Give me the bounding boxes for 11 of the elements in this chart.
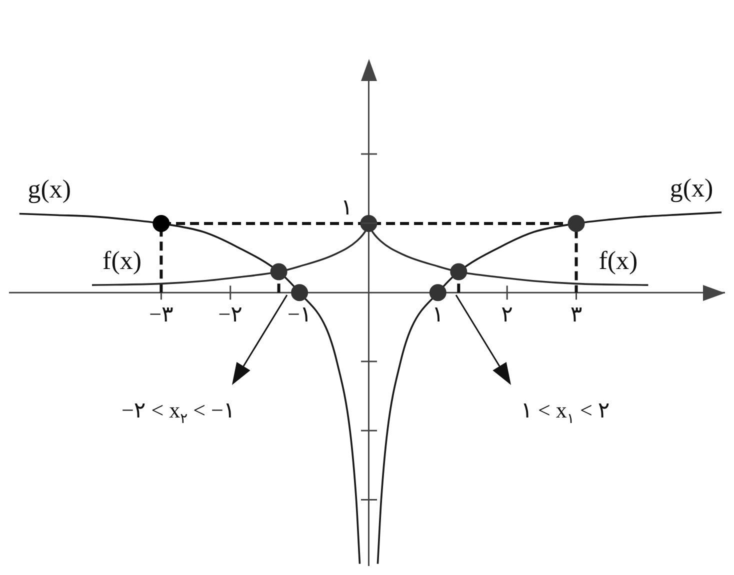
annotation: ۱ <box>340 194 353 220</box>
x-tick-label: −۲ <box>218 301 242 326</box>
text: f(x) <box>598 246 638 276</box>
x-tick-label: ۳ <box>570 301 582 326</box>
x-tick-label: ۱ <box>432 301 444 326</box>
text: g(x) <box>670 173 714 202</box>
x-tick-label: −۱ <box>287 301 312 326</box>
series-label: f(x) <box>102 246 142 276</box>
x-tick-label: −۳ <box>149 301 174 326</box>
x-tick-label: ۲ <box>501 301 513 326</box>
series-label: g(x) <box>28 174 72 204</box>
